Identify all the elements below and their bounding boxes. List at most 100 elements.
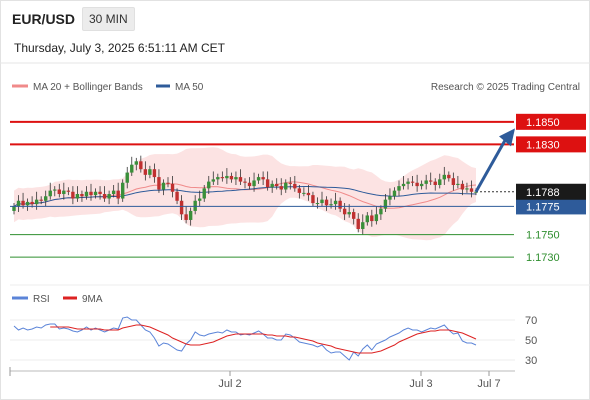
candle-body (338, 200, 342, 209)
candle (134, 157, 138, 171)
candle-body (374, 214, 379, 222)
candle (261, 171, 265, 185)
candle (370, 209, 374, 227)
candle (293, 175, 297, 192)
level-label: 1.1830 (526, 139, 560, 151)
candle (139, 155, 143, 173)
candle (311, 191, 315, 207)
candle-body (75, 194, 80, 199)
candle-body (365, 215, 369, 223)
candle-body (311, 195, 315, 204)
candle-body (207, 181, 211, 189)
candle (297, 184, 302, 199)
level-label: 1.1850 (526, 117, 560, 129)
rsi-tick-label: 50 (525, 335, 537, 347)
candle (71, 186, 75, 205)
candle-body (116, 190, 120, 199)
candle-body (170, 183, 175, 192)
candle-body (469, 188, 474, 192)
candle-body (352, 212, 356, 219)
candle-body (21, 200, 25, 206)
candle-body (333, 200, 338, 205)
candle (252, 172, 256, 192)
price-levels: 1.1850 1.1830 1.1775 1.1750 1.1730 1.1788 (10, 113, 586, 264)
candle (433, 178, 437, 191)
candle (275, 178, 279, 190)
candle-body (111, 190, 116, 195)
candle-body (25, 201, 30, 206)
candle-body (401, 183, 406, 187)
level-label: 1.1750 (526, 230, 560, 242)
candle-body (265, 179, 270, 188)
candle-body (193, 200, 197, 211)
candle-body (161, 182, 166, 190)
candle (102, 186, 107, 202)
candle-body (451, 178, 456, 185)
candle-body (315, 203, 320, 205)
candle (401, 175, 406, 190)
candle (397, 180, 401, 197)
candle-body (157, 177, 161, 190)
bollinger-band (14, 147, 476, 241)
candle-body (98, 191, 102, 195)
candle-body (243, 181, 247, 183)
candle (429, 172, 433, 185)
candle (342, 203, 347, 220)
candle-body (220, 177, 225, 179)
candle-body (429, 180, 433, 182)
candle-body (456, 183, 460, 185)
candle (383, 194, 388, 213)
candle-body (134, 161, 138, 165)
candle (379, 205, 383, 220)
candle (442, 166, 446, 185)
candle-body (202, 188, 206, 199)
candle-body (379, 208, 383, 215)
candle (152, 163, 157, 183)
candle-body (284, 182, 288, 190)
candle-body (66, 190, 71, 192)
candle-body (80, 194, 84, 197)
rsi-9ma-line (50, 324, 477, 354)
candle-body (288, 182, 292, 184)
candle (451, 172, 456, 191)
candle (279, 178, 283, 196)
candle (456, 175, 460, 189)
candle-body (12, 206, 16, 211)
candle-body (93, 191, 98, 196)
candle-body (306, 192, 311, 196)
candle (216, 173, 220, 185)
candle (438, 173, 442, 189)
candle (365, 212, 369, 226)
candle (361, 214, 365, 235)
timeframe-button[interactable]: 30 MIN (82, 7, 135, 31)
candle (284, 179, 288, 193)
time-tick-label: Jul 2 (218, 378, 241, 390)
candle-body (184, 214, 188, 220)
rsi-tick-label: 30 (525, 355, 537, 367)
candle (66, 187, 71, 196)
candle (288, 177, 292, 190)
rsi-legend: RSI 9MA (12, 294, 103, 305)
rsi-plot: 70 50 30 (10, 315, 537, 367)
candle-body (297, 188, 302, 193)
candle-body (279, 186, 283, 190)
candle-body (44, 196, 48, 201)
candle-body (216, 177, 220, 180)
candle (256, 173, 261, 184)
candle-body (370, 215, 374, 222)
candle (175, 188, 179, 205)
candle-body (34, 199, 39, 205)
candle-body (356, 218, 360, 229)
current-price-label: 1.1788 (526, 187, 560, 199)
candle (121, 179, 125, 202)
level-label: 1.1775 (526, 201, 560, 213)
candle (406, 178, 410, 190)
candle (148, 165, 152, 179)
candle (410, 175, 415, 187)
candle-body (329, 204, 333, 206)
candle (62, 182, 66, 200)
candle (53, 186, 57, 197)
candle (116, 182, 120, 205)
candle (93, 188, 98, 199)
